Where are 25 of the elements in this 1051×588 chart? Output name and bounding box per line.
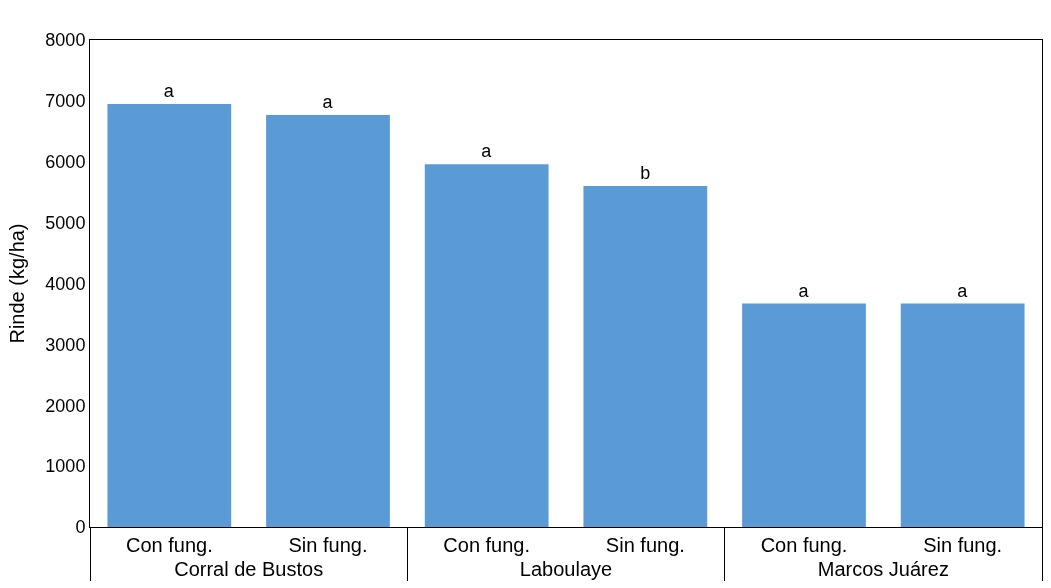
- y-tick-label: 3000: [45, 334, 86, 355]
- y-tick-label: 8000: [45, 30, 86, 51]
- text: Marcos Juárez: [817, 558, 949, 580]
- y-tick-label: 7000: [45, 91, 86, 112]
- x-tick-label: Con fung.: [125, 534, 213, 556]
- data-label: a: [481, 141, 493, 162]
- x-tick-label: Sin fung.: [923, 534, 1003, 556]
- data-label: a: [957, 280, 969, 301]
- y-tick-label: 0: [75, 517, 86, 538]
- x-tick-label: Con fung.: [443, 534, 531, 556]
- text: Laboulaye: [519, 558, 613, 580]
- y-tick-label: 5000: [45, 212, 86, 233]
- y-tick-label: 4000: [45, 273, 86, 294]
- x-tick-label: Sin fung.: [605, 534, 685, 556]
- x-tick-label: Sin fung.: [288, 534, 368, 556]
- x-tick-label: Con fung.: [760, 534, 848, 556]
- y-tick-label: 6000: [45, 152, 86, 173]
- y-tick-label: 2000: [45, 395, 86, 416]
- data-label: a: [322, 91, 334, 112]
- y-axis-title: Rinde (kg/ha): [5, 223, 28, 344]
- data-label: a: [798, 280, 810, 301]
- y-tick-label: 1000: [45, 456, 86, 477]
- text: Corral de Bustos: [174, 558, 324, 580]
- data-label: a: [163, 80, 175, 101]
- data-label: b: [640, 163, 651, 184]
